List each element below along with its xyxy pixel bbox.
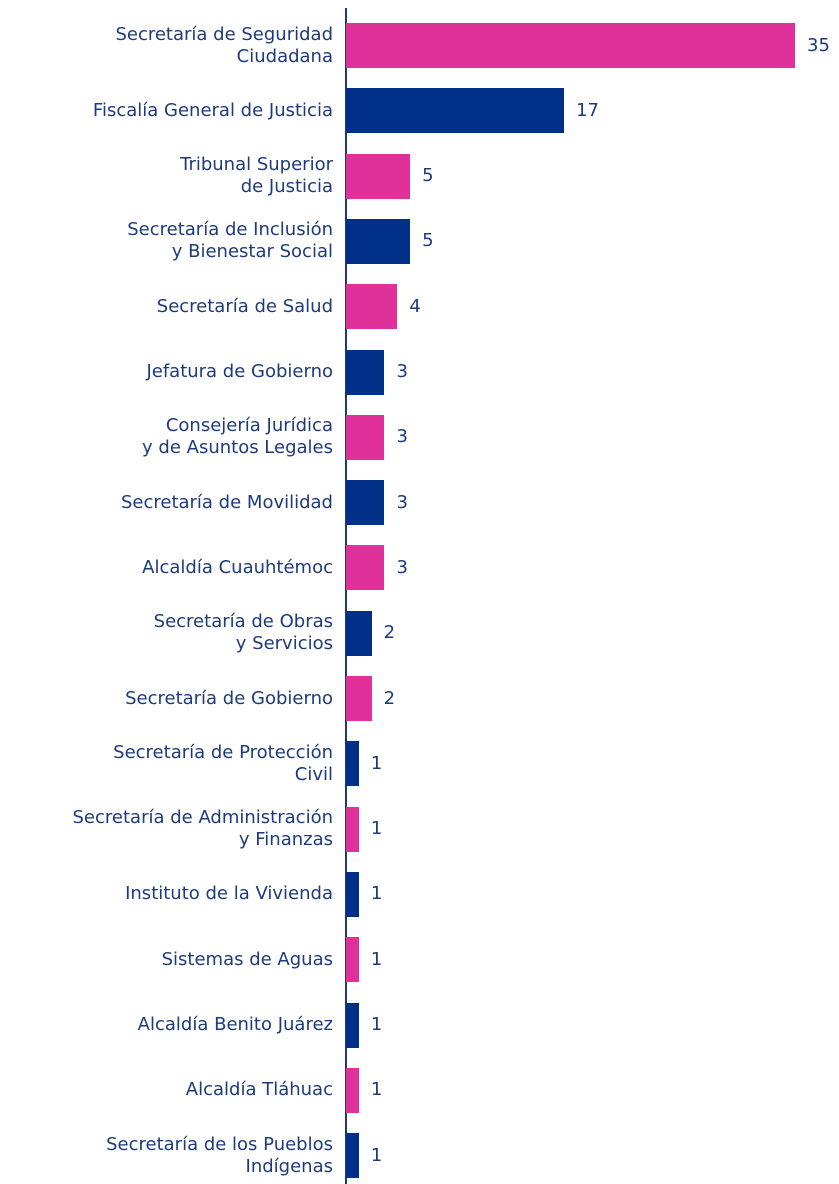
value-label: 2 (383, 687, 396, 709)
value-label: 3 (396, 556, 408, 578)
value-label: 1 (370, 883, 383, 905)
value-label: 2 (383, 622, 396, 644)
value-label: 1 (370, 1079, 383, 1101)
value-label: 5 (422, 165, 434, 187)
category-label: Secretaría de Movilidad (120, 491, 333, 513)
bar (346, 284, 398, 330)
bar (346, 88, 565, 134)
value-label: 3 (396, 361, 408, 382)
bar (346, 414, 385, 460)
category-label: Secretaría de Obras y Servicios (153, 611, 333, 655)
bar (346, 871, 359, 917)
category-label: Secretaría de Administración y Finanzas (72, 807, 334, 851)
category-label: Secretaría de los Pueblos Indígenas (106, 1133, 333, 1177)
axis-line (345, 8, 347, 1184)
category-label: Tribunal Superior de Justicia (180, 154, 333, 198)
value-label: 1 (370, 1144, 383, 1166)
bar (346, 741, 359, 787)
category-label: Sistemas de Aguas (161, 948, 333, 970)
bar (346, 545, 385, 591)
value-label: 1 (370, 818, 383, 840)
category-label: Fiscalía General de Justicia (92, 99, 333, 121)
bar (346, 1067, 359, 1113)
value-label: 4 (409, 295, 421, 317)
bar (346, 1002, 359, 1048)
bar (346, 218, 411, 264)
value-label: 1 (370, 1014, 383, 1035)
bar (346, 676, 372, 721)
bar (346, 806, 359, 852)
category-label: Secretaría de Protección Civil (113, 741, 333, 785)
value-label: 1 (370, 752, 383, 774)
value-label: 17 (576, 99, 599, 121)
category-label: Consejería Jurídica y de Asuntos Legales (142, 415, 333, 459)
category-label: Instituto de la Vivienda (125, 883, 333, 905)
value-label: 5 (422, 230, 434, 252)
category-label: Secretaría de Gobierno (125, 687, 333, 709)
bar (346, 23, 795, 68)
value-label: 1 (370, 948, 383, 970)
category-label: Secretaría de Inclusión y Bienestar Soci… (127, 219, 333, 263)
category-label: Alcaldía Benito Juárez (137, 1014, 333, 1035)
category-label: Secretaría de Salud (156, 295, 333, 317)
bar (346, 1133, 359, 1179)
bar (346, 153, 411, 199)
value-label: 3 (396, 491, 408, 513)
category-label: Alcaldía Cuauhtémoc (142, 556, 333, 578)
bar (346, 937, 359, 983)
category-label: Alcaldía Tláhuac (185, 1079, 333, 1101)
bar (346, 610, 372, 656)
value-label: 3 (396, 426, 408, 448)
bar (346, 480, 385, 526)
value-label: 35 (807, 34, 830, 56)
category-label: Secretaría de Seguridad Ciudadana (115, 23, 333, 67)
bar (346, 349, 385, 395)
category-label: Jefatura de Gobierno (146, 361, 333, 382)
